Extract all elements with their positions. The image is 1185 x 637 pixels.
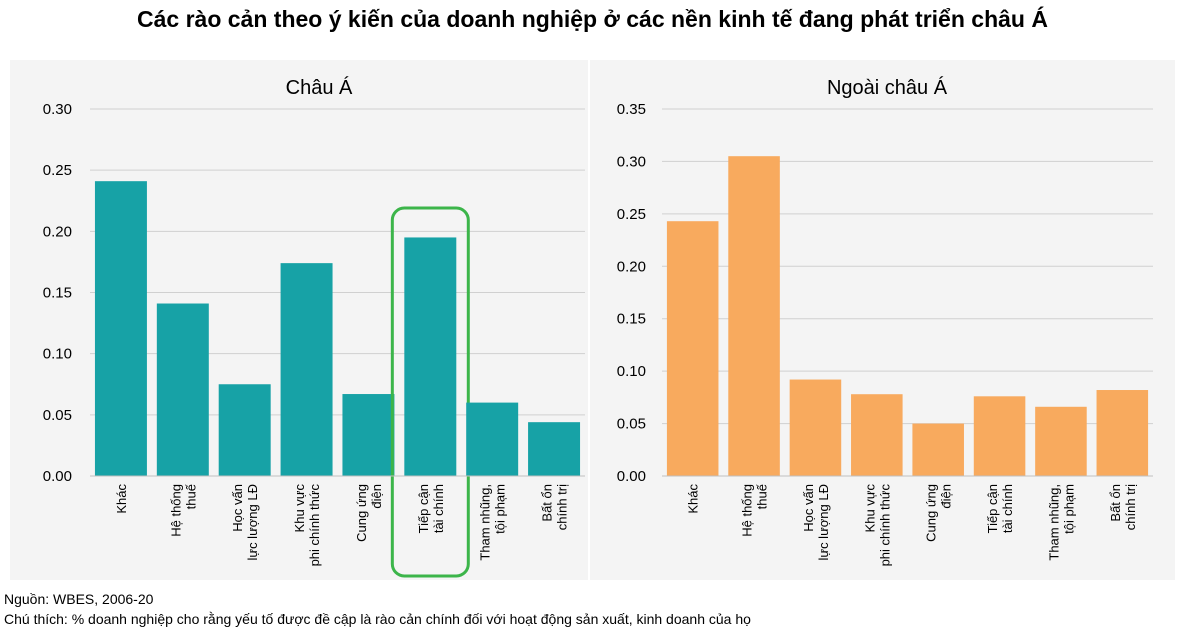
x-tick-label-line: phi chính thức [307, 484, 322, 567]
bar [851, 394, 903, 476]
x-tick-label-line: Cung ứng [354, 484, 369, 542]
x-tick-label-line: lực lượng LĐ [816, 484, 831, 561]
x-tick-label-line: Học vấn [801, 484, 816, 532]
x-tick-label-line: phi chính thức [877, 484, 892, 567]
x-tick-label-line: thuế [755, 483, 770, 509]
x-tick-label: Tham nhũng, tội phạm [1046, 484, 1076, 561]
bar [528, 422, 581, 476]
x-tick-label: Khu vực phi chính thức [862, 484, 892, 567]
x-tick-label-line: Hệ thống [740, 484, 755, 537]
bar [94, 181, 147, 476]
y-tick-label: 0.35 [617, 101, 646, 118]
chart-title: Châu Á [286, 76, 353, 99]
highlight-box [390, 206, 470, 578]
x-tick-label: Học vấn lực lượng LĐ [801, 484, 831, 561]
y-tick-label: 0.15 [617, 311, 646, 328]
x-tick-label-line: tội phạm [493, 484, 508, 534]
bar [342, 394, 395, 476]
bar [280, 263, 333, 476]
chart-title: Ngoài châu Á [827, 76, 948, 99]
bar [466, 402, 519, 476]
x-tick-label-line: chính trị [555, 484, 570, 530]
chart-panel-asia: Châu Á 0.00 0.05 0.10 0.15 0.20 0.25 0.30 Khác Hệ… [10, 60, 588, 580]
x-tick-label-line: tài chính [431, 484, 446, 533]
y-tick-label: 0.10 [43, 346, 72, 363]
x-tick-label-line: thuế [183, 483, 198, 509]
bar [973, 396, 1026, 476]
x-tick-label: Cung ứng điện [924, 484, 954, 542]
x-tick-label: Bất ổn chính trị [540, 484, 570, 530]
y-tick-label: 0.20 [617, 258, 646, 275]
x-tick-label-line: lực lượng LĐ [245, 484, 260, 561]
x-tick-label-line: Cung ứng [924, 484, 939, 542]
bar [156, 303, 209, 476]
x-tick-label-line: chính trị [1123, 484, 1138, 530]
footnote: Chú thích: % doanh nghiệp cho rằng yếu t… [4, 611, 751, 627]
bar-chart-asia: Châu Á 0.00 0.05 0.10 0.15 0.20 0.25 0.30 Khác Hệ… [43, 76, 585, 578]
y-tick-label: 0.10 [617, 363, 646, 380]
x-tick-label-line: Bất ổn [540, 484, 555, 522]
x-tick-label: Tham nhũng, tội phạm [478, 484, 508, 561]
x-tick-label-line: Tiếp cận [985, 484, 1000, 533]
y-tick-label: 0.05 [43, 407, 72, 424]
x-tick-label-line: Học vấn [230, 484, 245, 532]
y-tick-label: 0.00 [43, 468, 72, 485]
x-tick-label: Hệ thống thuế [740, 483, 770, 537]
x-tick-label: Khu vực phi chính thức [292, 484, 322, 567]
y-tick-label: 0.30 [617, 153, 646, 170]
y-tick-label: 0.15 [43, 285, 72, 302]
x-tick-label-line: Khác [114, 484, 129, 514]
x-tick-label: Tiếp cận tài chính [985, 484, 1015, 533]
bar-chart-non-asia: Ngoài châu Á 0.00 0.05 0.10 0.15 0.20 0.25 0.30… [617, 76, 1153, 567]
x-tick-label: Học vấn lực lượng LĐ [230, 484, 260, 561]
bar [912, 423, 964, 476]
x-tick-label: Bất ổn chính trị [1108, 484, 1138, 530]
bar [789, 379, 842, 476]
y-tick-label: 0.20 [43, 223, 72, 240]
x-tick-label-line: Tham nhũng, [1046, 484, 1061, 561]
x-tick-label: Khác [686, 484, 701, 514]
x-tick-label: Cung ứng điện [354, 484, 384, 542]
x-tick-label-line: điện [939, 484, 954, 509]
y-tick-label: 0.05 [617, 416, 646, 433]
y-tick-label: 0.25 [617, 206, 646, 223]
bar [404, 237, 457, 476]
x-tick-label-line: Tiếp cận [416, 484, 431, 533]
x-tick-label-line: tội phạm [1061, 484, 1076, 534]
bar [218, 384, 271, 476]
bar [728, 156, 780, 476]
y-tick-label: 0.00 [617, 468, 646, 485]
x-tick-label-line: tài chính [1000, 484, 1015, 533]
x-tick-label: Tiếp cận tài chính [416, 484, 446, 533]
x-tick-label-line: điện [369, 484, 384, 509]
chart-panel-non-asia: Ngoài châu Á 0.00 0.05 0.10 0.15 0.20 0.25 0.30… [590, 60, 1175, 580]
x-tick-label: Hệ thống thuế [168, 483, 198, 537]
bar [1096, 390, 1149, 476]
source-note: Nguồn: WBES, 2006-20 [4, 591, 154, 607]
x-tick-label-line: Khác [686, 484, 701, 514]
x-tick-label: Khác [114, 484, 129, 514]
x-tick-label-line: Khu vực [292, 484, 307, 533]
y-tick-label: 0.25 [43, 162, 72, 179]
x-tick-label-line: Tham nhũng, [478, 484, 493, 561]
y-tick-label: 0.30 [43, 101, 72, 118]
x-tick-label-line: Bất ổn [1108, 484, 1123, 522]
bar [666, 221, 719, 476]
x-tick-label-line: Hệ thống [168, 484, 183, 537]
page-title: Các rào cản theo ý kiến của doanh nghiệp… [137, 6, 1048, 32]
bar [1035, 406, 1087, 476]
x-tick-label-line: Khu vực [862, 484, 877, 533]
